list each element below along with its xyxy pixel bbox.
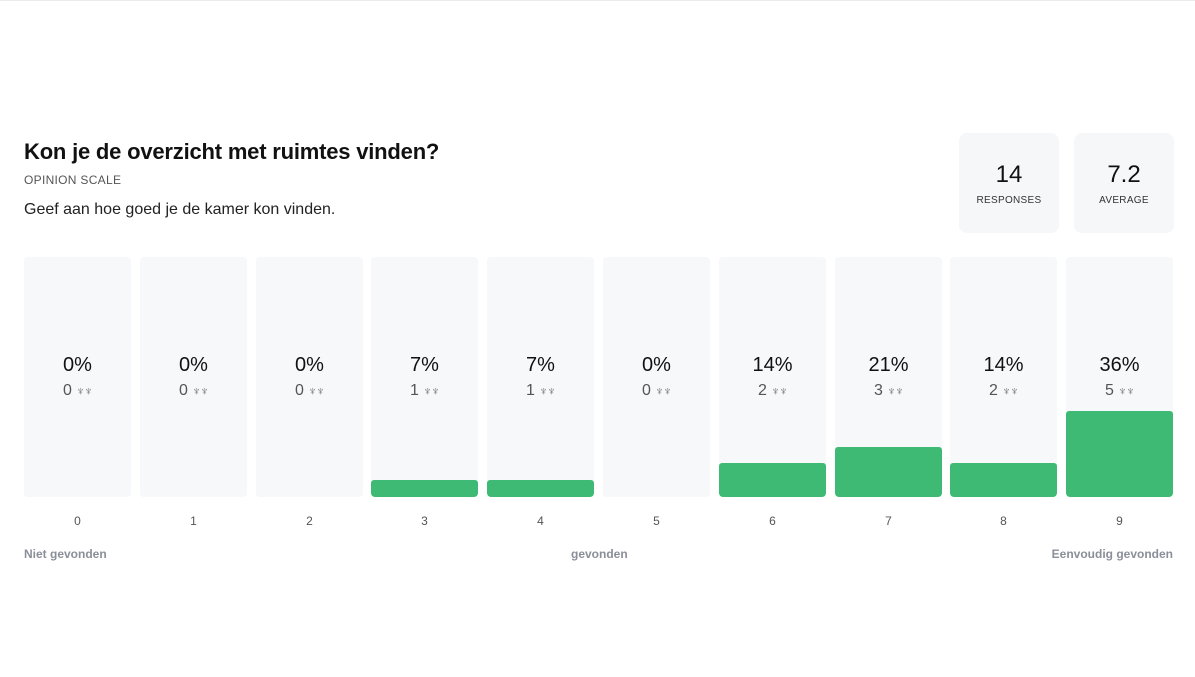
- bar-column[interactable]: 36% 5 ♆♆: [1066, 257, 1173, 497]
- top-divider: [0, 0, 1195, 1]
- bar-percent-label: 21%: [868, 354, 909, 376]
- bar-column[interactable]: 7% 1 ♆♆: [371, 257, 478, 497]
- bar-count-value: 0: [179, 382, 188, 399]
- question-description: Geef aan hoe goed je de kamer kon vinden…: [24, 201, 336, 218]
- bar-fill: [950, 463, 1057, 497]
- bar-count-label: 0 ♆♆: [24, 382, 131, 400]
- scale-tick-label: 7: [885, 514, 892, 528]
- scale-label-left: Niet gevonden: [24, 547, 107, 561]
- bar-count-label: 5 ♆♆: [1066, 382, 1173, 400]
- people-icon: ♆♆: [770, 384, 788, 398]
- bar-column[interactable]: 0% 0 ♆♆: [256, 257, 363, 497]
- bar-count-label: 0 ♆♆: [140, 382, 247, 400]
- people-icon: ♆♆: [422, 384, 440, 398]
- bar-fill: [1066, 411, 1173, 497]
- scale-tick-label: 8: [1000, 514, 1007, 528]
- scale-label-center: gevonden: [571, 547, 628, 561]
- people-icon: ♆♆: [538, 384, 556, 398]
- bar-percent-label: 0%: [295, 354, 324, 376]
- bar-count-value: 1: [526, 382, 535, 399]
- responses-count: 14: [995, 161, 1023, 188]
- bar-percent-label: 14%: [752, 354, 793, 376]
- bar-column[interactable]: 21% 3 ♆♆: [835, 257, 942, 497]
- bar-column[interactable]: 0% 0 ♆♆: [24, 257, 131, 497]
- bar-count-value: 0: [642, 382, 651, 399]
- bar-percent-label: 14%: [983, 354, 1024, 376]
- scale-tick-label: 9: [1116, 514, 1123, 528]
- bar-column[interactable]: 14% 2 ♆♆: [719, 257, 826, 497]
- bar-count-value: 2: [758, 382, 767, 399]
- bar-count-label: 2 ♆♆: [950, 382, 1057, 400]
- bar-percent-label: 36%: [1099, 354, 1140, 376]
- people-icon: ♆♆: [654, 384, 672, 398]
- question-type-label: OPINION SCALE: [24, 173, 122, 187]
- scale-tick-label: 5: [653, 514, 660, 528]
- bar-column[interactable]: 0% 0 ♆♆: [140, 257, 247, 497]
- scale-tick-label: 6: [769, 514, 776, 528]
- scale-tick-label: 4: [537, 514, 544, 528]
- scale-tick-label: 1: [190, 514, 197, 528]
- bar-fill: [835, 447, 942, 497]
- bar-column[interactable]: 14% 2 ♆♆: [950, 257, 1057, 497]
- average-value: 7.2: [1107, 161, 1141, 188]
- scale-tick-label: 3: [421, 514, 428, 528]
- people-icon: ♆♆: [886, 384, 904, 398]
- responses-stat-card: 14 RESPONSES: [959, 133, 1059, 233]
- bar-count-value: 0: [63, 382, 72, 399]
- bar-count-label: 3 ♆♆: [835, 382, 942, 400]
- bar-count-value: 2: [989, 382, 998, 399]
- bar-count-value: 3: [874, 382, 883, 399]
- average-label: AVERAGE: [1099, 195, 1149, 206]
- scale-label-right: Eenvoudig gevonden: [1051, 547, 1173, 561]
- bar-count-label: 1 ♆♆: [371, 382, 478, 400]
- bar-percent-label: 0%: [63, 354, 92, 376]
- bar-column[interactable]: 0% 0 ♆♆: [603, 257, 710, 497]
- responses-label: RESPONSES: [976, 195, 1042, 206]
- bar-fill: [371, 480, 478, 497]
- bar-column[interactable]: 7% 1 ♆♆: [487, 257, 594, 497]
- scale-tick-label: 0: [74, 514, 81, 528]
- bar-count-label: 0 ♆♆: [603, 382, 710, 400]
- bar-percent-label: 0%: [642, 354, 671, 376]
- bar-percent-label: 0%: [179, 354, 208, 376]
- people-icon: ♆♆: [75, 384, 93, 398]
- bar-count-value: 1: [410, 382, 419, 399]
- scale-tick-label: 2: [306, 514, 313, 528]
- bar-count-value: 0: [295, 382, 304, 399]
- bar-count-label: 0 ♆♆: [256, 382, 363, 400]
- bar-count-value: 5: [1105, 382, 1114, 399]
- people-icon: ♆♆: [1117, 384, 1135, 398]
- bar-fill: [719, 463, 826, 497]
- bar-count-label: 2 ♆♆: [719, 382, 826, 400]
- bar-percent-label: 7%: [526, 354, 555, 376]
- average-stat-card: 7.2 AVERAGE: [1074, 133, 1174, 233]
- people-icon: ♆♆: [307, 384, 325, 398]
- question-title: Kon je de overzicht met ruimtes vinden?: [24, 139, 440, 164]
- bar-percent-label: 7%: [410, 354, 439, 376]
- bar-count-label: 1 ♆♆: [487, 382, 594, 400]
- people-icon: ♆♆: [191, 384, 209, 398]
- people-icon: ♆♆: [1001, 384, 1019, 398]
- bar-fill: [487, 480, 594, 497]
